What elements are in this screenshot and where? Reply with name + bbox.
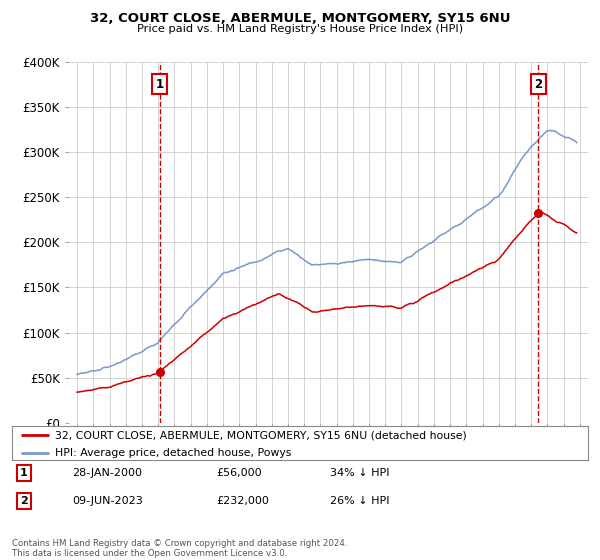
Text: 26% ↓ HPI: 26% ↓ HPI [330,496,389,506]
Text: Price paid vs. HM Land Registry's House Price Index (HPI): Price paid vs. HM Land Registry's House … [137,24,463,34]
Text: 2: 2 [535,78,542,91]
Text: 1: 1 [155,78,164,91]
Text: Contains HM Land Registry data © Crown copyright and database right 2024.
This d: Contains HM Land Registry data © Crown c… [12,539,347,558]
Text: 28-JAN-2000: 28-JAN-2000 [72,468,142,478]
Text: £232,000: £232,000 [216,496,269,506]
Text: 32, COURT CLOSE, ABERMULE, MONTGOMERY, SY15 6NU: 32, COURT CLOSE, ABERMULE, MONTGOMERY, S… [90,12,510,25]
Text: 32, COURT CLOSE, ABERMULE, MONTGOMERY, SY15 6NU (detached house): 32, COURT CLOSE, ABERMULE, MONTGOMERY, S… [55,430,467,440]
Text: 34% ↓ HPI: 34% ↓ HPI [330,468,389,478]
Text: 1: 1 [20,468,28,478]
Text: 2: 2 [20,496,28,506]
Text: £56,000: £56,000 [216,468,262,478]
Text: 09-JUN-2023: 09-JUN-2023 [72,496,143,506]
Text: HPI: Average price, detached house, Powys: HPI: Average price, detached house, Powy… [55,447,292,458]
